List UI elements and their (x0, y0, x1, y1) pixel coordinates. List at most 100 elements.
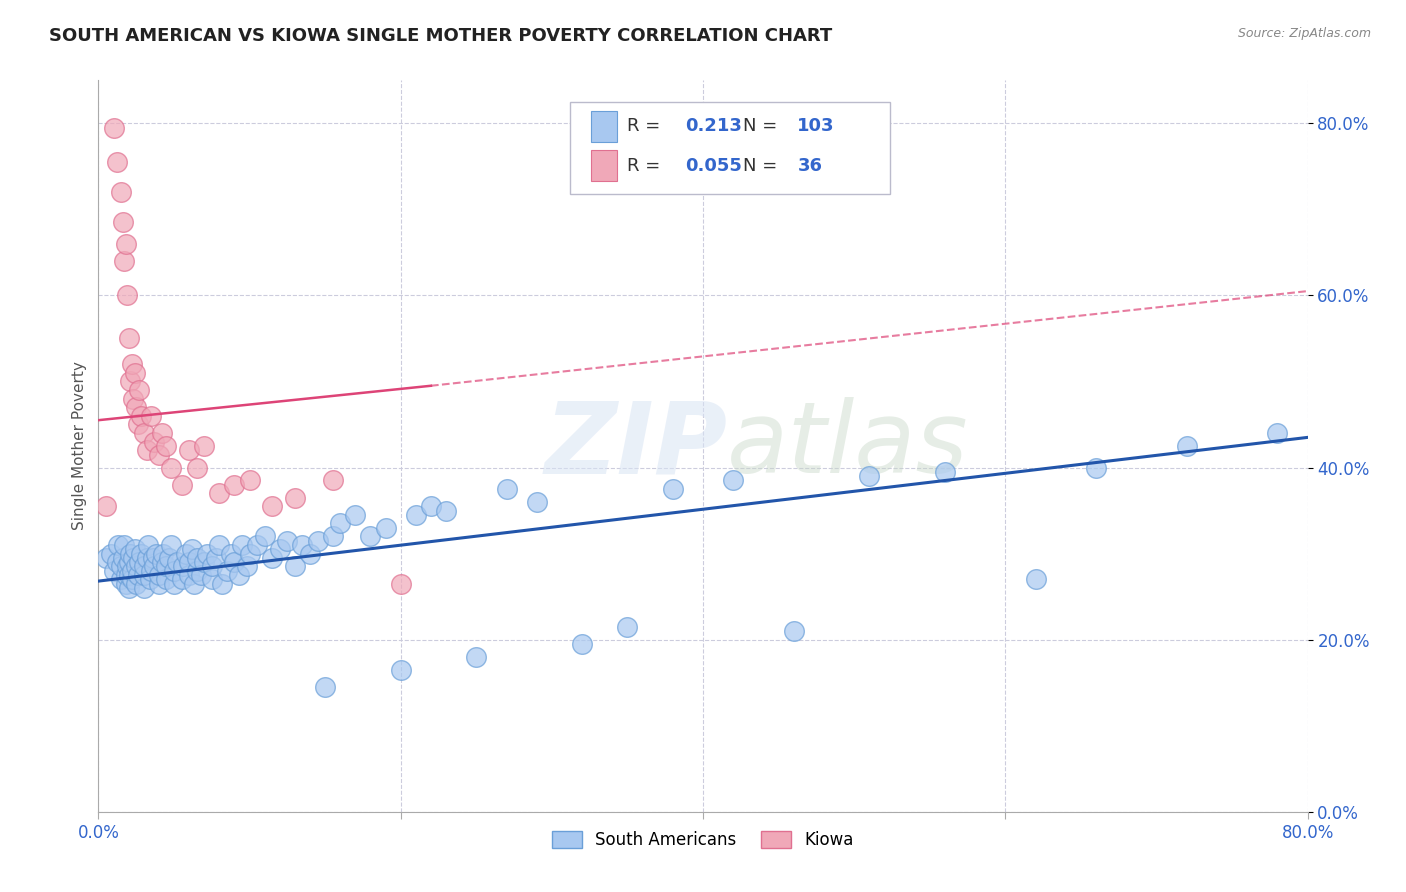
Text: ZIP: ZIP (544, 398, 727, 494)
Point (224, 555, 246, 569)
Point (145, 547, 167, 561)
Point (783, 624, 806, 638)
FancyBboxPatch shape (569, 103, 890, 194)
Text: SOUTH AMERICAN VS KIOWA SINGLE MOTHER POVERTY CORRELATION CHART: SOUTH AMERICAN VS KIOWA SINGLE MOTHER PO… (49, 27, 832, 45)
Point (299, 547, 322, 561)
Point (434, 503, 457, 517)
Point (121, 564, 143, 578)
Point (118, 331, 141, 345)
Point (181, 542, 204, 557)
Point (115, 288, 138, 302)
Point (329, 516, 352, 531)
Point (215, 564, 238, 578)
Point (166, 555, 188, 569)
Point (239, 547, 262, 561)
Point (193, 555, 215, 569)
Point (103, 564, 125, 578)
Point (163, 576, 186, 591)
Point (114, 568, 136, 582)
Text: Source: ZipAtlas.com: Source: ZipAtlas.com (1237, 27, 1371, 40)
Point (136, 538, 159, 552)
Point (269, 542, 291, 557)
Point (179, 568, 201, 582)
Point (125, 559, 148, 574)
Point (110, 559, 132, 574)
Point (152, 547, 174, 561)
Point (94, 550, 117, 565)
Point (284, 491, 307, 505)
Point (112, 254, 135, 268)
Point (228, 568, 250, 582)
Point (1267, 426, 1289, 441)
Point (100, 547, 122, 561)
Point (148, 568, 170, 582)
Point (231, 538, 253, 552)
Point (114, 576, 136, 591)
Point (132, 581, 155, 595)
Point (291, 538, 314, 552)
Point (170, 573, 193, 587)
Point (190, 568, 212, 582)
Point (120, 547, 142, 561)
Point (246, 538, 269, 552)
Text: N =: N = (742, 118, 783, 136)
Point (107, 538, 129, 552)
Point (118, 581, 141, 595)
Point (148, 576, 170, 591)
Point (239, 474, 262, 488)
Point (150, 555, 173, 569)
Point (127, 417, 149, 432)
Point (128, 383, 150, 397)
Point (103, 120, 125, 135)
Point (121, 573, 143, 587)
Point (141, 564, 163, 578)
Point (150, 426, 173, 441)
Point (571, 637, 593, 651)
Point (420, 500, 443, 514)
Point (307, 533, 329, 548)
Point (224, 477, 246, 491)
Point (155, 559, 177, 574)
Point (121, 357, 143, 371)
Point (465, 649, 488, 664)
Point (155, 573, 177, 587)
Point (1085, 460, 1108, 475)
Point (183, 576, 205, 591)
Point (122, 550, 145, 565)
Point (132, 426, 155, 441)
Point (143, 559, 166, 574)
Point (120, 375, 142, 389)
Point (526, 495, 548, 509)
FancyBboxPatch shape (591, 111, 617, 142)
FancyBboxPatch shape (591, 151, 617, 181)
Point (114, 236, 136, 251)
Point (143, 434, 166, 449)
Point (129, 547, 152, 561)
Point (262, 550, 284, 565)
Point (322, 474, 344, 488)
Point (221, 547, 243, 561)
Text: 0.213: 0.213 (685, 118, 742, 136)
Point (179, 555, 201, 569)
Point (179, 443, 201, 458)
Point (186, 564, 208, 578)
Point (139, 573, 162, 587)
Text: atlas: atlas (727, 398, 969, 494)
Point (160, 460, 183, 475)
Point (934, 465, 956, 479)
Text: 36: 36 (797, 157, 823, 175)
Point (111, 215, 134, 229)
Point (110, 185, 132, 199)
Point (135, 550, 157, 565)
Point (405, 508, 427, 522)
Point (205, 550, 228, 565)
Point (201, 573, 224, 587)
Point (284, 559, 307, 574)
Point (389, 663, 412, 677)
Point (105, 555, 128, 569)
Point (389, 576, 412, 591)
Point (174, 547, 197, 561)
Point (132, 559, 155, 574)
Point (360, 529, 382, 543)
Point (142, 550, 165, 565)
